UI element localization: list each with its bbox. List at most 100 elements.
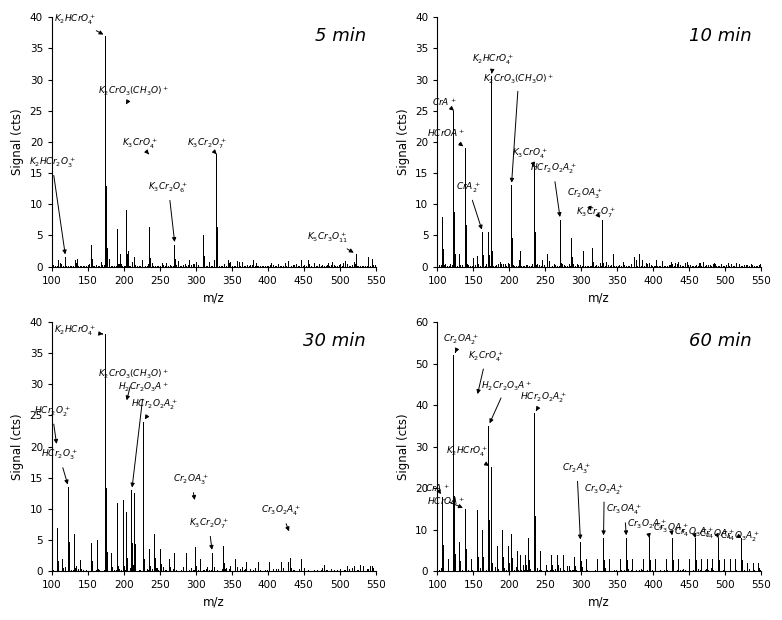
Bar (626, 538, 627, 571)
Text: $K_3CrO_4^+$: $K_3CrO_4^+$ (511, 146, 547, 166)
Bar (627, 260, 629, 267)
Text: $Cr_2A_3^+$: $Cr_2A_3^+$ (562, 461, 591, 538)
Text: $Cr_3O_2A_4^+$: $Cr_3O_2A_4^+$ (626, 518, 667, 538)
Text: $K_3Cr_2O_7^+$: $K_3Cr_2O_7^+$ (576, 206, 615, 219)
Bar (111, 552, 112, 571)
Bar (328, 264, 329, 267)
Bar (699, 264, 701, 267)
Bar (370, 566, 371, 571)
Bar (301, 559, 302, 571)
Bar (656, 260, 657, 267)
Bar (488, 232, 489, 267)
Bar (666, 559, 667, 571)
Bar (743, 262, 744, 267)
Text: $K_2CrO_3(CH_3O)^+$: $K_2CrO_3(CH_3O)^+$ (483, 73, 554, 182)
Y-axis label: Signal (cts): Signal (cts) (11, 414, 24, 480)
Bar (557, 555, 558, 571)
Bar (591, 559, 593, 571)
Text: $HCrOA^+$: $HCrOA^+$ (427, 127, 465, 146)
Text: $Cr_4OA_4^+$: $Cr_4OA_4^+$ (699, 528, 735, 542)
Bar (459, 542, 460, 571)
Bar (491, 467, 492, 571)
Bar (609, 559, 610, 571)
Y-axis label: Signal (cts): Signal (cts) (396, 108, 410, 175)
Bar (68, 487, 69, 571)
Bar (476, 397, 477, 571)
Bar (189, 260, 190, 267)
Bar (347, 566, 348, 571)
Bar (574, 557, 576, 571)
Bar (601, 219, 602, 267)
Bar (256, 263, 257, 267)
Text: $K_3Cr_2O_7^+$: $K_3Cr_2O_7^+$ (187, 137, 228, 154)
Bar (488, 426, 489, 571)
Bar (169, 559, 170, 571)
Text: 30 min: 30 min (303, 332, 366, 350)
Text: 10 min: 10 min (689, 27, 752, 45)
Bar (448, 559, 449, 571)
Bar (597, 559, 598, 571)
Bar (123, 500, 124, 571)
Bar (741, 538, 742, 571)
Bar (724, 559, 725, 571)
Bar (551, 555, 552, 571)
Bar (91, 245, 92, 267)
Text: $K_2HCrO_4^+$: $K_2HCrO_4^+$ (55, 324, 102, 337)
Bar (162, 260, 163, 267)
Bar (186, 552, 187, 571)
Bar (356, 254, 357, 267)
Text: $K_2CrO_4^+$: $K_2CrO_4^+$ (468, 349, 504, 393)
Bar (580, 542, 581, 571)
Bar (517, 551, 518, 571)
Text: 5 min: 5 min (314, 27, 366, 45)
Bar (131, 490, 132, 571)
Bar (258, 562, 259, 571)
Bar (620, 559, 621, 571)
Bar (603, 538, 604, 571)
Bar (450, 254, 451, 267)
Text: $HCrOA^+$: $HCrOA^+$ (428, 495, 466, 508)
Bar (174, 552, 175, 571)
Bar (160, 549, 161, 571)
Bar (707, 559, 708, 571)
Bar (270, 562, 271, 571)
Bar (465, 509, 466, 571)
Text: $K_2HCr_2O_3^+$: $K_2HCr_2O_3^+$ (29, 156, 75, 254)
Bar (714, 264, 715, 267)
Text: $Cr_3OA_4^+$: $Cr_3OA_4^+$ (606, 503, 642, 534)
Text: $Cr_2OA_3^+$: $Cr_2OA_3^+$ (567, 187, 603, 210)
Text: $CrA^+$: $CrA^+$ (432, 96, 456, 110)
Text: $CrA^+$: $CrA^+$ (425, 483, 450, 494)
Bar (642, 260, 643, 267)
Bar (154, 534, 155, 571)
X-axis label: m/z: m/z (203, 291, 224, 304)
Bar (685, 264, 686, 267)
Bar (285, 264, 286, 267)
Bar (502, 529, 504, 571)
Bar (216, 154, 217, 267)
Bar (718, 538, 719, 571)
Bar (359, 566, 360, 571)
Text: $K_2CrO_3(CH_3O)^+$: $K_2CrO_3(CH_3O)^+$ (98, 85, 169, 104)
Bar (520, 555, 521, 571)
Text: $CrA_2^+$: $CrA_2^+$ (456, 180, 482, 229)
Text: $HCr_2O_3^+$: $HCr_2O_3^+$ (41, 448, 77, 484)
Bar (520, 251, 521, 267)
Bar (511, 185, 512, 267)
Bar (459, 254, 460, 267)
Bar (747, 563, 748, 571)
Text: $K_3CrO_4^+$: $K_3CrO_4^+$ (122, 137, 157, 154)
Bar (563, 555, 564, 571)
Text: $K_2HCrO_4^+$: $K_2HCrO_4^+$ (55, 12, 102, 34)
Text: $K_5Cr_3O_{11}^+$: $K_5Cr_3O_{11}^+$ (307, 231, 353, 252)
Bar (534, 414, 535, 571)
Text: $Cr_3O_2A_4^+$: $Cr_3O_2A_4^+$ (261, 504, 302, 530)
Bar (482, 232, 483, 267)
Bar (212, 552, 213, 571)
Text: $K_2HCrO_4^+$: $K_2HCrO_4^+$ (472, 53, 515, 73)
Bar (465, 148, 466, 267)
Bar (661, 559, 662, 571)
X-axis label: m/z: m/z (588, 596, 610, 609)
Bar (508, 546, 509, 571)
Bar (712, 559, 713, 571)
